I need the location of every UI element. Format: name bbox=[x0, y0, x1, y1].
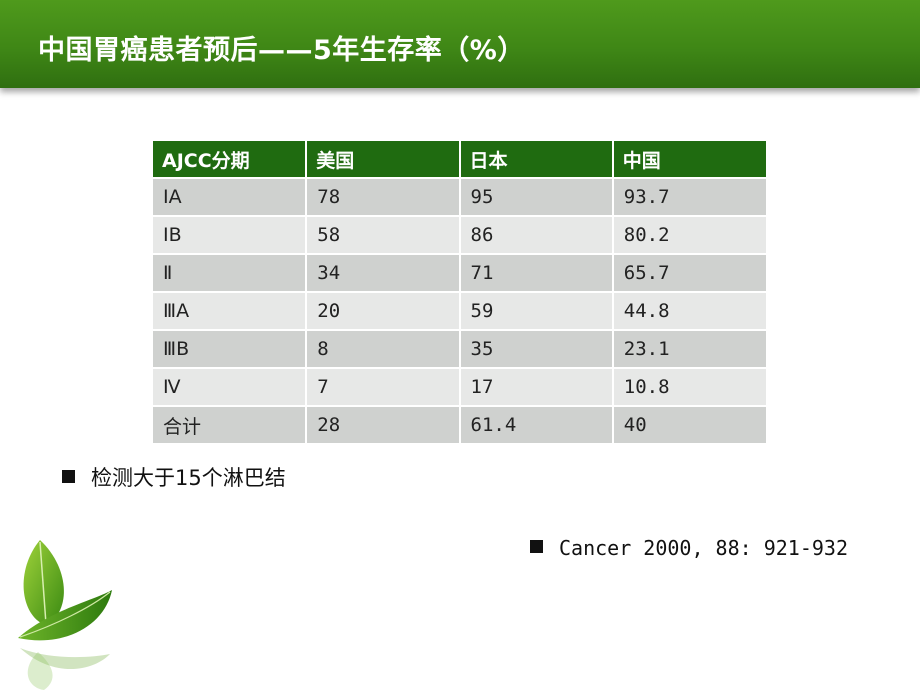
note-citation-text: Cancer 2000, 88: 921-932 bbox=[559, 536, 848, 560]
cell-japan: 35 bbox=[459, 329, 614, 368]
header-usa: 美国 bbox=[306, 141, 461, 178]
cell-usa: 58 bbox=[306, 215, 461, 254]
cell-stage: Ⅱ bbox=[153, 253, 308, 292]
cell-china: 93.7 bbox=[612, 177, 766, 216]
table-row: ⅢB 8 35 23.1 bbox=[153, 329, 766, 368]
cell-china: 40 bbox=[612, 405, 766, 443]
table-header-row: AJCC分期 美国 日本 中国 bbox=[153, 141, 766, 178]
cell-japan: 95 bbox=[459, 177, 614, 216]
cell-stage: ⅢA bbox=[153, 291, 308, 330]
cell-china: 10.8 bbox=[612, 367, 766, 406]
title-bar: 中国胃癌患者预后——5年生存率（%） bbox=[0, 0, 920, 88]
table-row: ⅠB 58 86 80.2 bbox=[153, 215, 766, 254]
cell-japan: 71 bbox=[459, 253, 614, 292]
cell-stage: ⅢB bbox=[153, 329, 308, 368]
square-bullet-icon bbox=[62, 470, 75, 483]
note-lymph-nodes-text: 检测大于15个淋巴结 bbox=[91, 466, 286, 490]
cell-china: 44.8 bbox=[612, 291, 766, 330]
table-row: Ⅱ 34 71 65.7 bbox=[153, 253, 766, 292]
table-row: 合计 28 61.4 40 bbox=[153, 405, 766, 443]
cell-usa: 34 bbox=[306, 253, 461, 292]
cell-usa: 78 bbox=[306, 177, 461, 216]
header-china: 中国 bbox=[612, 141, 766, 178]
cell-japan: 17 bbox=[459, 367, 614, 406]
square-bullet-icon bbox=[530, 540, 543, 553]
cell-japan: 61.4 bbox=[459, 405, 614, 443]
table-row: ⅢA 20 59 44.8 bbox=[153, 291, 766, 330]
cell-stage: Ⅳ bbox=[153, 367, 308, 406]
cell-usa: 7 bbox=[306, 367, 461, 406]
cell-usa: 28 bbox=[306, 405, 461, 443]
cell-japan: 59 bbox=[459, 291, 614, 330]
table-row: ⅠA 78 95 93.7 bbox=[153, 177, 766, 216]
survival-table: AJCC分期 美国 日本 中国 ⅠA 78 95 93.7 ⅠB 58 86 8… bbox=[153, 141, 766, 443]
note-lymph-nodes: 检测大于15个淋巴结 bbox=[62, 462, 286, 492]
cell-stage: ⅠB bbox=[153, 215, 308, 254]
cell-china: 23.1 bbox=[612, 329, 766, 368]
note-citation: Cancer 2000, 88: 921-932 bbox=[530, 536, 848, 560]
table-row: Ⅳ 7 17 10.8 bbox=[153, 367, 766, 406]
header-japan: 日本 bbox=[459, 141, 614, 178]
cell-china: 65.7 bbox=[612, 253, 766, 292]
cell-stage: ⅠA bbox=[153, 177, 308, 216]
cell-usa: 20 bbox=[306, 291, 461, 330]
leaf-icon bbox=[18, 540, 112, 690]
cell-china: 80.2 bbox=[612, 215, 766, 254]
cell-japan: 86 bbox=[459, 215, 614, 254]
cell-stage: 合计 bbox=[153, 405, 308, 443]
slide-title: 中国胃癌患者预后——5年生存率（%） bbox=[38, 35, 525, 66]
cell-usa: 8 bbox=[306, 329, 461, 368]
header-stage: AJCC分期 bbox=[153, 141, 308, 178]
